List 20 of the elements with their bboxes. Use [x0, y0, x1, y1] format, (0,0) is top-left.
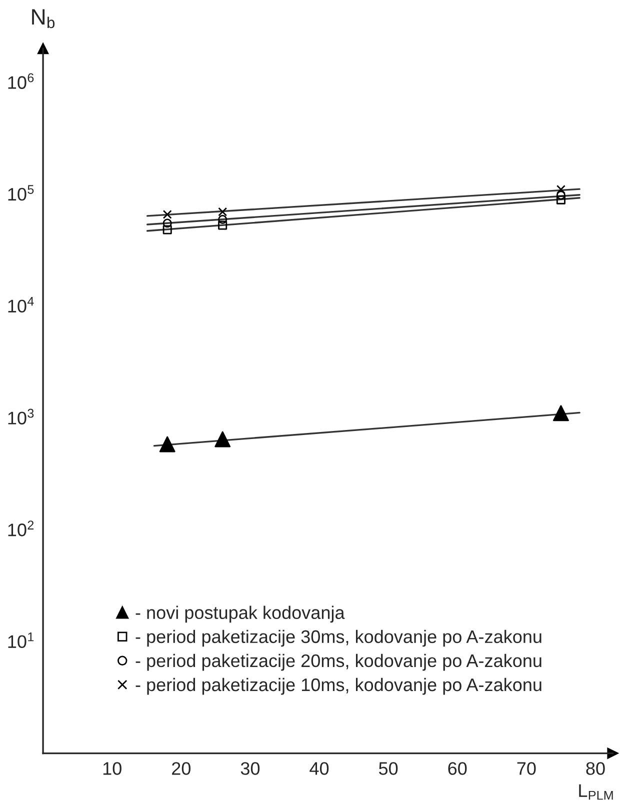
- y-tick-label: 10$^{3}$: [8, 408, 34, 424]
- legend-label: - period paketizacije 30ms, kodovanje po A-zakonu: [136, 630, 542, 647]
- x-tick-label: 40: [310, 762, 329, 775]
- x-tick-label: 10: [103, 762, 122, 775]
- legend-label: - novi postupak kodovanja: [136, 606, 345, 623]
- x-tick-label: 70: [517, 762, 536, 775]
- y-tick-label: 10$^{6}$: [8, 73, 34, 89]
- x-axis-title: L$_{PLM}$: [579, 784, 613, 800]
- y-axis-title: N$_{b}$: [32, 9, 55, 28]
- x-tick-label: 60: [448, 762, 467, 775]
- y-tick-label: 10$^{5}$: [8, 185, 34, 201]
- x-tick-label: 20: [172, 762, 190, 775]
- x-tick-label: 80: [586, 762, 605, 775]
- legend-label: - period paketizacije 20ms, kodovanje po A-zakonu: [136, 654, 542, 671]
- legend-label: - period paketizacije 10ms, kodovanje po A-zakonu: [136, 678, 542, 695]
- y-tick-label: 10$^{1}$: [8, 632, 34, 648]
- y-tick-label: 10$^{4}$: [8, 296, 34, 313]
- y-tick-label: 10$^{2}$: [8, 520, 34, 536]
- x-tick-label: 50: [379, 762, 398, 775]
- x-tick-label: 30: [240, 762, 260, 775]
